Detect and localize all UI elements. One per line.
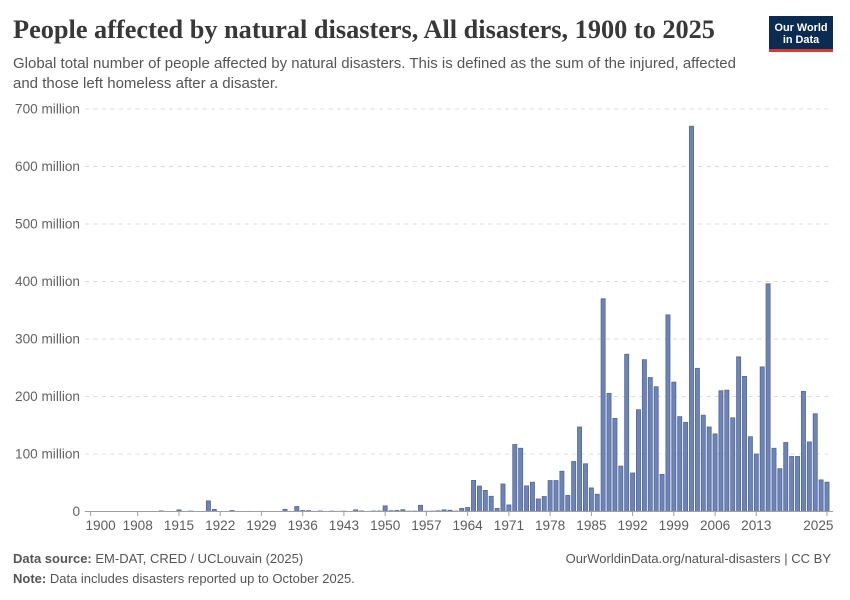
svg-text:1999: 1999 (659, 518, 689, 533)
svg-text:1964: 1964 (452, 518, 483, 533)
svg-text:1985: 1985 (576, 518, 606, 533)
svg-text:1950: 1950 (370, 518, 401, 533)
svg-text:2025: 2025 (803, 518, 833, 533)
svg-text:0: 0 (72, 504, 80, 519)
svg-text:1992: 1992 (617, 518, 647, 533)
svg-text:1971: 1971 (494, 518, 524, 533)
svg-text:1915: 1915 (164, 518, 194, 533)
svg-text:600 million: 600 million (15, 159, 80, 174)
svg-text:300 million: 300 million (15, 332, 80, 347)
svg-text:1908: 1908 (123, 518, 153, 533)
svg-text:700 million: 700 million (15, 102, 80, 117)
svg-text:1978: 1978 (535, 518, 565, 533)
svg-text:1922: 1922 (205, 518, 235, 533)
svg-text:1957: 1957 (411, 518, 441, 533)
svg-text:200 million: 200 million (15, 389, 80, 404)
svg-text:100 million: 100 million (15, 447, 80, 462)
svg-text:1929: 1929 (246, 518, 276, 533)
svg-text:2006: 2006 (700, 518, 730, 533)
svg-text:1943: 1943 (329, 518, 359, 533)
svg-text:500 million: 500 million (15, 217, 80, 232)
svg-text:2013: 2013 (741, 518, 771, 533)
svg-text:1936: 1936 (288, 518, 318, 533)
svg-text:400 million: 400 million (15, 274, 80, 289)
svg-text:1900: 1900 (86, 518, 117, 533)
